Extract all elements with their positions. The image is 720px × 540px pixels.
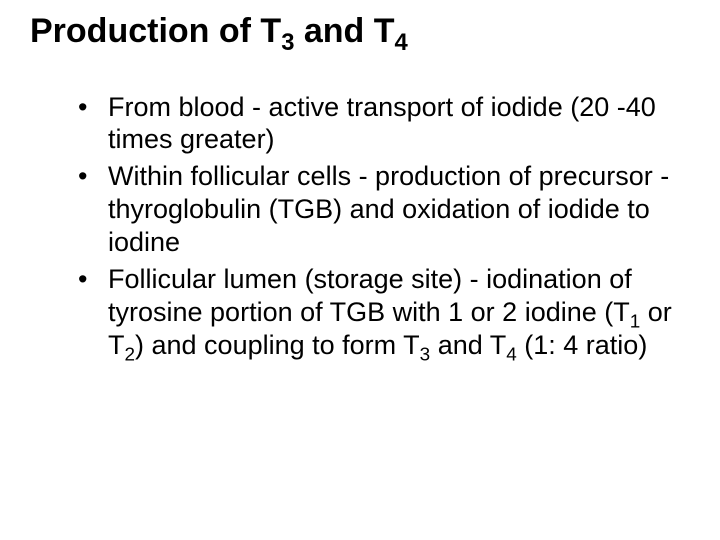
text-run: ) and coupling to form T (135, 330, 420, 360)
title-sub-2: 4 (395, 29, 408, 56)
text-run: From blood - active transport of iodide … (108, 92, 656, 155)
list-item: From blood - active transport of iodide … (78, 91, 680, 157)
list-item: Within follicular cells - production of … (78, 160, 680, 259)
subscript: 4 (506, 344, 517, 365)
slide: Production of T3 and T4 From blood - act… (0, 0, 720, 540)
bullet-list: From blood - active transport of iodide … (30, 91, 690, 363)
title-text-pre: Production of T (30, 12, 281, 50)
text-run: and T (430, 330, 506, 360)
slide-title: Production of T3 and T4 (30, 10, 690, 53)
subscript: 2 (125, 344, 136, 365)
subscript: 3 (420, 344, 431, 365)
text-run: (1: 4 ratio) (517, 330, 648, 360)
text-run: Within follicular cells - production of … (108, 161, 669, 257)
text-run: Follicular lumen (storage site) - iodina… (108, 264, 632, 327)
title-text-mid: and T (294, 12, 394, 50)
title-sub-1: 3 (281, 29, 294, 56)
list-item: Follicular lumen (storage site) - iodina… (78, 263, 680, 362)
